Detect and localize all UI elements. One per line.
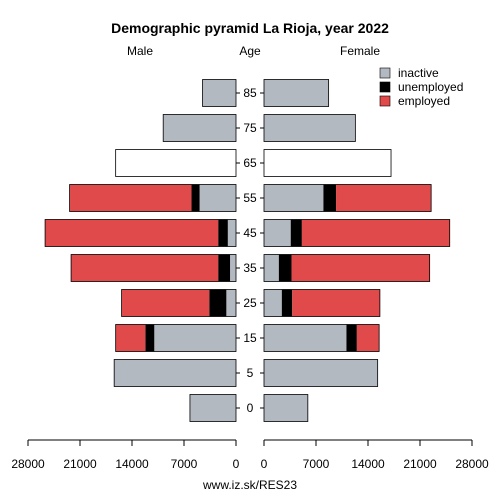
age-tick-label: 5 — [247, 366, 254, 380]
female-bar-inactive-35 — [264, 254, 279, 282]
female-bar-employed-35 — [291, 254, 430, 282]
age-tick-label: 15 — [243, 331, 257, 345]
male-bar-employed-45 — [45, 219, 219, 247]
female-x-tick-label: 0 — [261, 457, 268, 471]
female-x-tick-label: 14000 — [351, 457, 385, 471]
male-bar-inactive-0 — [189, 394, 236, 422]
female-bar-employed-55 — [336, 184, 432, 212]
age-tick-label: 55 — [243, 191, 257, 205]
male-bar-inactive-45 — [227, 219, 236, 247]
female-bar-total-65 — [263, 149, 392, 177]
male-bar-unemployed-15 — [145, 324, 155, 352]
age-tick-label: 0 — [247, 401, 254, 415]
female-bar-inactive-25 — [264, 289, 282, 317]
male-bar-employed-55 — [69, 184, 192, 212]
male-bar-inactive-15 — [154, 324, 236, 352]
male-bar-total-65 — [115, 149, 237, 177]
legend-swatch-inactive — [379, 67, 391, 79]
male-bar-inactive-5 — [114, 359, 236, 387]
female-bar-unemployed-25 — [281, 289, 293, 317]
female-bar-inactive-0 — [264, 394, 308, 422]
female-bar-employed-45 — [301, 219, 450, 247]
age-tick-label: 35 — [243, 261, 257, 275]
female-label: Female — [340, 44, 380, 58]
male-bar-unemployed-45 — [218, 219, 228, 247]
age-tick-label: 75 — [243, 121, 257, 135]
female-bar-inactive-5 — [264, 359, 378, 387]
age-tick-label: 65 — [243, 156, 257, 170]
legend-swatch-unemployed — [379, 81, 391, 93]
legend-label-unemployed: unemployed — [398, 80, 463, 94]
male-bar-inactive-25 — [226, 289, 236, 317]
legend-label-inactive: inactive — [398, 66, 439, 80]
male-bar-unemployed-25 — [209, 289, 227, 317]
female-bar-employed-15 — [356, 324, 380, 352]
female-x-tick-label: 28000 — [455, 457, 489, 471]
male-bar-inactive-55 — [199, 184, 236, 212]
female-x-tick-label: 7000 — [303, 457, 330, 471]
male-bar-inactive-35 — [230, 254, 236, 282]
female-bar-unemployed-15 — [346, 324, 357, 352]
legend-label-employed: employed — [398, 94, 450, 108]
male-bar-unemployed-35 — [218, 254, 231, 282]
age-tick-label: 85 — [243, 86, 257, 100]
female-bar-inactive-55 — [264, 184, 324, 212]
chart-title: Demographic pyramid La Rioja, year 2022 — [111, 20, 389, 36]
male-bar-employed-15 — [115, 324, 146, 352]
plot-area: 0 5 15 25 35 45 55 65 75 85 28000 21000 14000 7000 0 0 7… — [11, 79, 489, 471]
female-bar-unemployed-35 — [278, 254, 292, 282]
male-x-tick-label: 0 — [233, 457, 240, 471]
male-x-tick-label: 14000 — [115, 457, 149, 471]
female-bar-employed-25 — [292, 289, 380, 317]
female-bar-inactive-45 — [264, 219, 291, 247]
female-bar-inactive-15 — [264, 324, 347, 352]
female-bar-unemployed-45 — [290, 219, 302, 247]
male-bar-unemployed-55 — [191, 184, 200, 212]
male-bar-inactive-85 — [202, 79, 236, 107]
female-bar-inactive-85 — [264, 79, 329, 107]
age-tick-label: 45 — [243, 226, 257, 240]
source-label: www.iz.sk/RES23 — [202, 478, 297, 492]
legend-swatch-employed — [379, 95, 391, 107]
male-bar-inactive-75 — [163, 114, 236, 142]
male-bar-employed-35 — [71, 254, 219, 282]
age-tick-label: 25 — [243, 296, 257, 310]
age-label: Age — [239, 44, 261, 58]
male-x-tick-label: 21000 — [63, 457, 97, 471]
male-x-tick-label: 7000 — [171, 457, 198, 471]
male-x-tick-label: 28000 — [11, 457, 45, 471]
male-label: Male — [127, 44, 153, 58]
female-bar-unemployed-55 — [323, 184, 337, 212]
female-bar-inactive-75 — [264, 114, 356, 142]
male-bar-employed-25 — [121, 289, 210, 317]
female-x-tick-label: 21000 — [403, 457, 437, 471]
